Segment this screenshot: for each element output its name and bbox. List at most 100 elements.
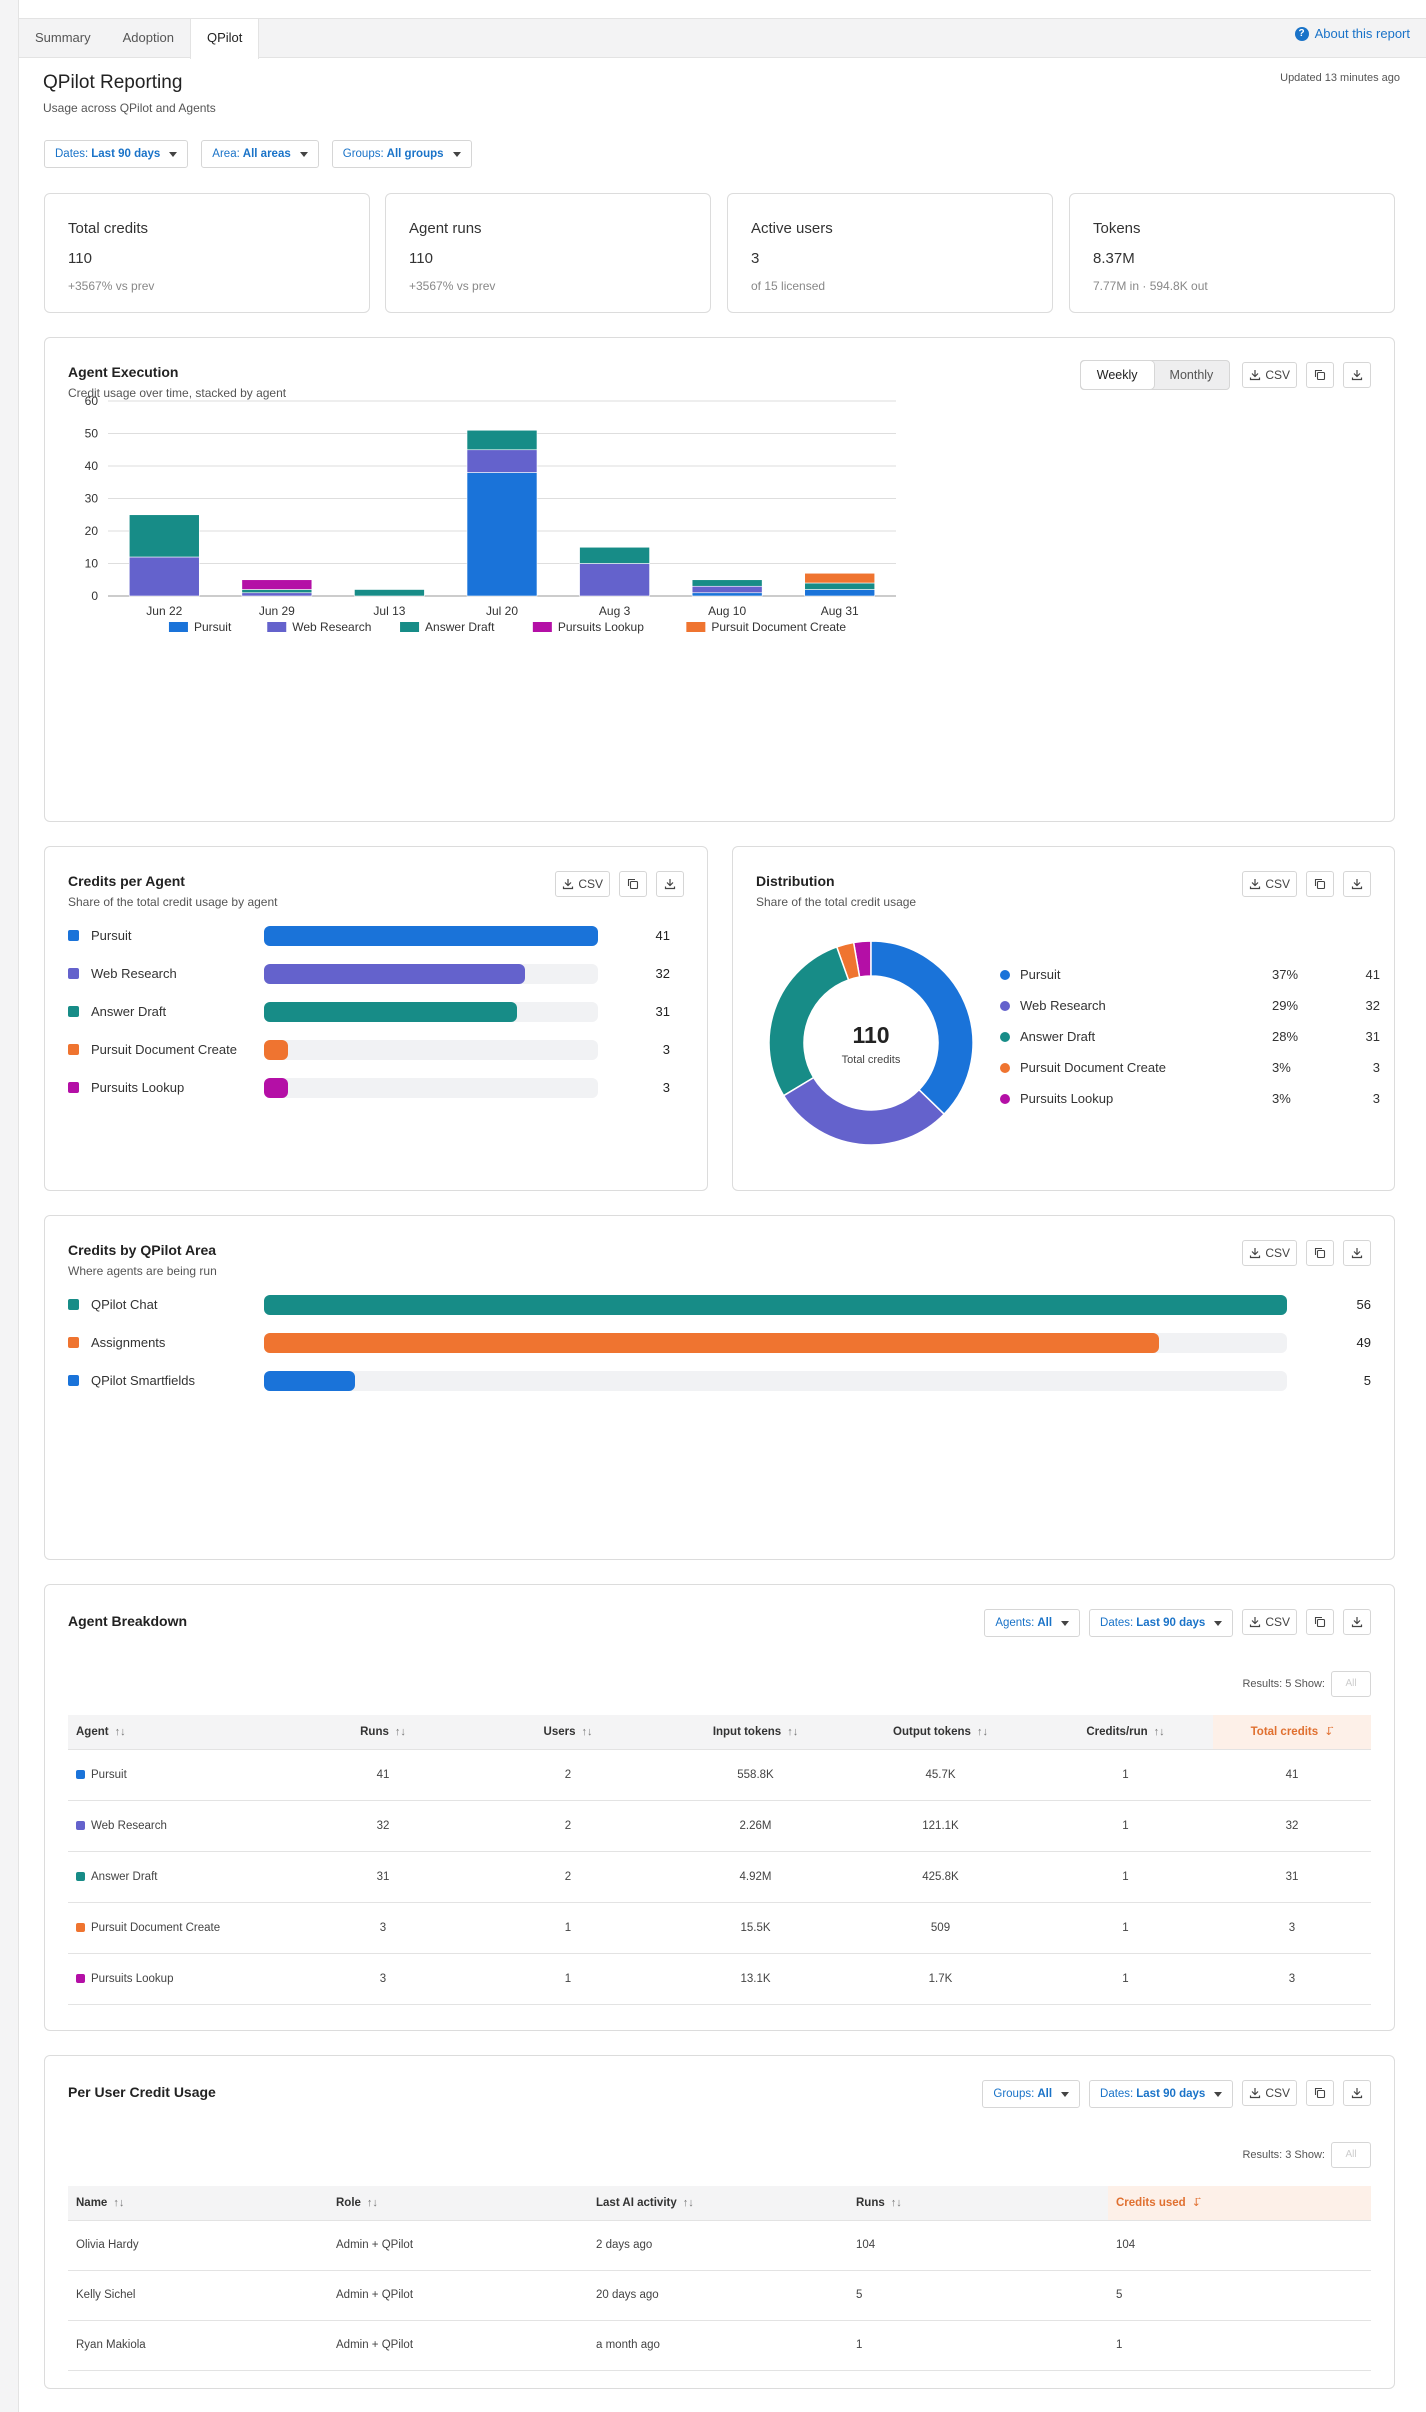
bar-segment[interactable]	[691, 579, 763, 587]
download-button[interactable]	[1343, 1609, 1371, 1635]
donut-slice[interactable]	[835, 941, 861, 981]
user-groups-filter[interactable]: Groups: All	[982, 2080, 1081, 2108]
bar-segment[interactable]	[241, 589, 313, 594]
user-dates-filter[interactable]: Dates: Last 90 days	[1089, 2080, 1234, 2108]
col-total-credits[interactable]: Total credits ↓⃑	[1213, 1715, 1371, 1750]
y-tick-label: 20	[85, 524, 99, 538]
bar-row[interactable]: Pursuits Lookup 3	[68, 1078, 730, 1098]
bar-row[interactable]: Pursuit Document Create 3	[68, 1040, 730, 1060]
bar-row[interactable]: Assignments 49	[68, 1333, 1417, 1353]
bar-row[interactable]: Web Research 32	[68, 964, 730, 984]
dates-filter[interactable]: Dates: Last 90 days	[44, 140, 189, 168]
csv-export-button[interactable]: CSV	[555, 871, 610, 897]
col-credits-per-run[interactable]: Credits/run ↑↓	[1038, 1715, 1213, 1750]
bar-segment[interactable]	[354, 589, 425, 597]
bar-row[interactable]: Answer Draft 31	[68, 1002, 730, 1022]
col-credits-used[interactable]: Credits used ↓⃑	[1108, 2186, 1371, 2221]
copy-button[interactable]	[1306, 1609, 1334, 1635]
show-count-select[interactable]: All	[1331, 2142, 1371, 2168]
area-filter[interactable]: Area: All areas	[201, 140, 319, 168]
col-input-tokens[interactable]: Input tokens ↑↓	[668, 1715, 843, 1750]
download-icon	[1351, 370, 1363, 381]
copy-button[interactable]	[1306, 871, 1334, 897]
download-button[interactable]	[1343, 871, 1371, 897]
bar-row[interactable]: Pursuit 41	[68, 926, 730, 946]
area-filter-label: Area:	[212, 148, 240, 160]
csv-export-button[interactable]: CSV	[1242, 1240, 1297, 1266]
csv-label: CSV	[1265, 2086, 1290, 2100]
csv-export-button[interactable]: CSV	[1242, 1609, 1297, 1635]
col-label: Last AI activity	[596, 2196, 677, 2209]
card-tools: Groups: All Dates: Last 90 days CSV	[982, 2080, 1371, 2108]
bar-segment[interactable]	[691, 592, 763, 597]
col-role[interactable]: Role ↑↓	[328, 2186, 588, 2221]
tab-adoption[interactable]: Adoption	[122, 30, 174, 45]
copy-button[interactable]	[1306, 2080, 1334, 2106]
bar-segment[interactable]	[579, 546, 650, 564]
agents-filter[interactable]: Agents: All	[984, 1609, 1081, 1637]
bar-row[interactable]: QPilot Chat 56	[68, 1295, 1417, 1315]
legend-dot	[1000, 1032, 1010, 1042]
legend-dot	[1000, 1063, 1010, 1073]
csv-export-button[interactable]: CSV	[1242, 871, 1297, 897]
bar-segment[interactable]	[804, 589, 876, 597]
bar-segment[interactable]	[579, 563, 650, 597]
download-button[interactable]	[1343, 362, 1371, 388]
bar-segment[interactable]	[466, 449, 538, 473]
bar-value: 31	[655, 1004, 670, 1019]
donut-slice[interactable]	[782, 1076, 946, 1146]
legend-name: Web Research	[1020, 998, 1106, 1013]
copy-button[interactable]	[1306, 1240, 1334, 1266]
agent-cell: Answer Draft	[68, 1851, 298, 1903]
legend-percent: 37%	[1272, 967, 1299, 982]
col-users[interactable]: Users ↑↓	[468, 1715, 668, 1750]
bar-row[interactable]: QPilot Smartfields 5	[68, 1371, 1417, 1391]
weekly-toggle[interactable]: Weekly	[1080, 361, 1154, 389]
credits-per-run-cell: 1	[1038, 1902, 1213, 1954]
bar-segment[interactable]	[804, 572, 876, 584]
copy-button[interactable]	[619, 871, 647, 897]
bar-segment[interactable]	[241, 592, 313, 597]
donut-slice[interactable]	[768, 945, 850, 1097]
col-name[interactable]: Name ↑↓	[68, 2186, 328, 2221]
chevron-down-icon	[1214, 2091, 1223, 2097]
download-icon	[1250, 1617, 1261, 1628]
kpi-delta: of 15 licensed	[751, 279, 826, 293]
tab-summary[interactable]: Summary	[35, 30, 91, 45]
about-report-link[interactable]: ? About this report	[1294, 26, 1410, 41]
show-count-select[interactable]: All	[1331, 1671, 1371, 1697]
bar-label: QPilot Chat	[91, 1297, 158, 1312]
csv-export-button[interactable]: CSV	[1242, 2080, 1297, 2106]
col-output-tokens[interactable]: Output tokens ↑↓	[843, 1715, 1038, 1750]
bar-segment[interactable]	[128, 556, 200, 597]
breakdown-dates-filter[interactable]: Dates: Last 90 days	[1089, 1609, 1234, 1637]
legend-swatch	[68, 1082, 79, 1093]
results-bar: Results: 5 Show: All	[1242, 1671, 1371, 1697]
col-agent[interactable]: Agent ↑↓	[68, 1715, 298, 1750]
input-tokens-cell: 2.26M	[668, 1800, 843, 1852]
distribution-donut: 110 Total credits	[768, 940, 974, 1146]
download-button[interactable]	[1343, 2080, 1371, 2106]
col-runs[interactable]: Runs ↑↓	[298, 1715, 468, 1750]
legend-swatch	[68, 1006, 79, 1017]
monthly-toggle[interactable]: Monthly	[1169, 368, 1214, 382]
col-label: Agent	[76, 1725, 109, 1738]
bar-segment[interactable]	[466, 472, 538, 597]
col-runs[interactable]: Runs ↑↓	[848, 2186, 1108, 2221]
bar-segment[interactable]	[241, 579, 313, 590]
bar-segment[interactable]	[691, 585, 763, 594]
col-last-activity[interactable]: Last AI activity ↑↓	[588, 2186, 848, 2221]
total-credits-cell: 32	[1213, 1800, 1371, 1852]
download-button[interactable]	[656, 871, 684, 897]
bar-segment[interactable]	[804, 582, 876, 590]
bar-segment[interactable]	[466, 429, 538, 451]
table-row: Web Research 32 2 2.26M 121.1K 1 32	[68, 1800, 1371, 1852]
bar-segment[interactable]	[128, 514, 200, 558]
donut-slice[interactable]	[870, 940, 974, 1116]
copy-button[interactable]	[1306, 362, 1334, 388]
download-button[interactable]	[1343, 1240, 1371, 1266]
legend-label: Pursuits Lookup	[558, 620, 644, 634]
tab-qpilot[interactable]: QPilot	[189, 19, 260, 59]
groups-filter[interactable]: Groups: All groups	[331, 140, 472, 168]
csv-export-button[interactable]: CSV	[1242, 362, 1297, 388]
